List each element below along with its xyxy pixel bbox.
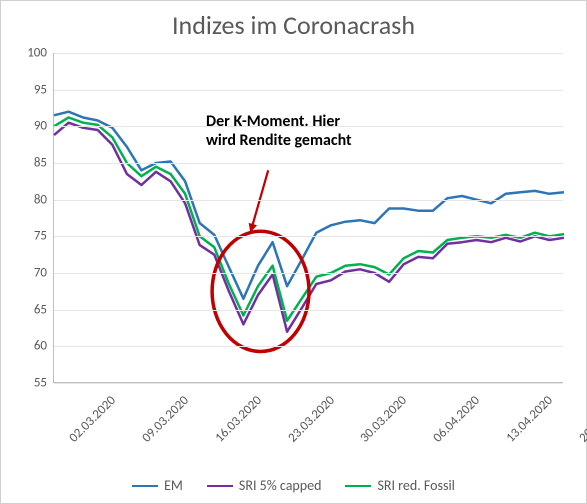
ytick-label: 90 [23, 119, 47, 134]
gridline [54, 90, 563, 91]
gridline [54, 236, 563, 237]
xtick-label: 09.03.2020 [139, 393, 192, 446]
legend-item: SRI red. Fossil [345, 477, 454, 494]
xtick-label: 13.04.2020 [504, 393, 557, 446]
ytick-label: 55 [23, 376, 47, 391]
plot-area [53, 53, 563, 383]
ytick-label: 80 [23, 192, 47, 207]
chart-svg [54, 53, 564, 383]
legend-label: EM [164, 477, 183, 494]
ytick-label: 65 [23, 302, 47, 317]
ytick-label: 60 [23, 339, 47, 354]
ytick-label: 85 [23, 156, 47, 171]
xtick-label: 23.03.2020 [285, 393, 338, 446]
ytick-label: 70 [23, 266, 47, 281]
chart-title: Indizes im Coronacrash [1, 9, 586, 41]
annotation-arrow-line [250, 170, 268, 232]
gridline [54, 200, 563, 201]
annotation-text-line: Der K-Moment. Hier [206, 112, 352, 131]
legend-swatch [132, 485, 158, 487]
legend-swatch [207, 485, 233, 487]
xtick-label: 02.03.2020 [66, 393, 119, 446]
legend: EM SRI 5% capped SRI red. Fossil [1, 477, 586, 494]
annotation-text: Der K-Moment. Hierwird Rendite gemacht [206, 112, 352, 150]
legend-swatch [345, 485, 371, 487]
xtick-label: 20.04.2020 [576, 393, 587, 446]
ytick-label: 75 [23, 229, 47, 244]
gridline [54, 383, 563, 384]
xtick-label: 30.03.2020 [358, 393, 411, 446]
annotation-text-line: wird Rendite gemacht [206, 131, 352, 150]
gridline [54, 53, 563, 54]
xtick-label: 16.03.2020 [212, 393, 265, 446]
legend-item: SRI 5% capped [207, 477, 322, 494]
gridline [54, 346, 563, 347]
ytick-label: 95 [23, 82, 47, 97]
legend-item: EM [132, 477, 183, 494]
ytick-label: 100 [23, 46, 47, 61]
gridline [54, 163, 563, 164]
gridline [54, 273, 563, 274]
gridline [54, 310, 563, 311]
xtick-label: 06.04.2020 [431, 393, 484, 446]
legend-label: SRI 5% capped [239, 477, 322, 494]
legend-label: SRI red. Fossil [377, 477, 454, 494]
